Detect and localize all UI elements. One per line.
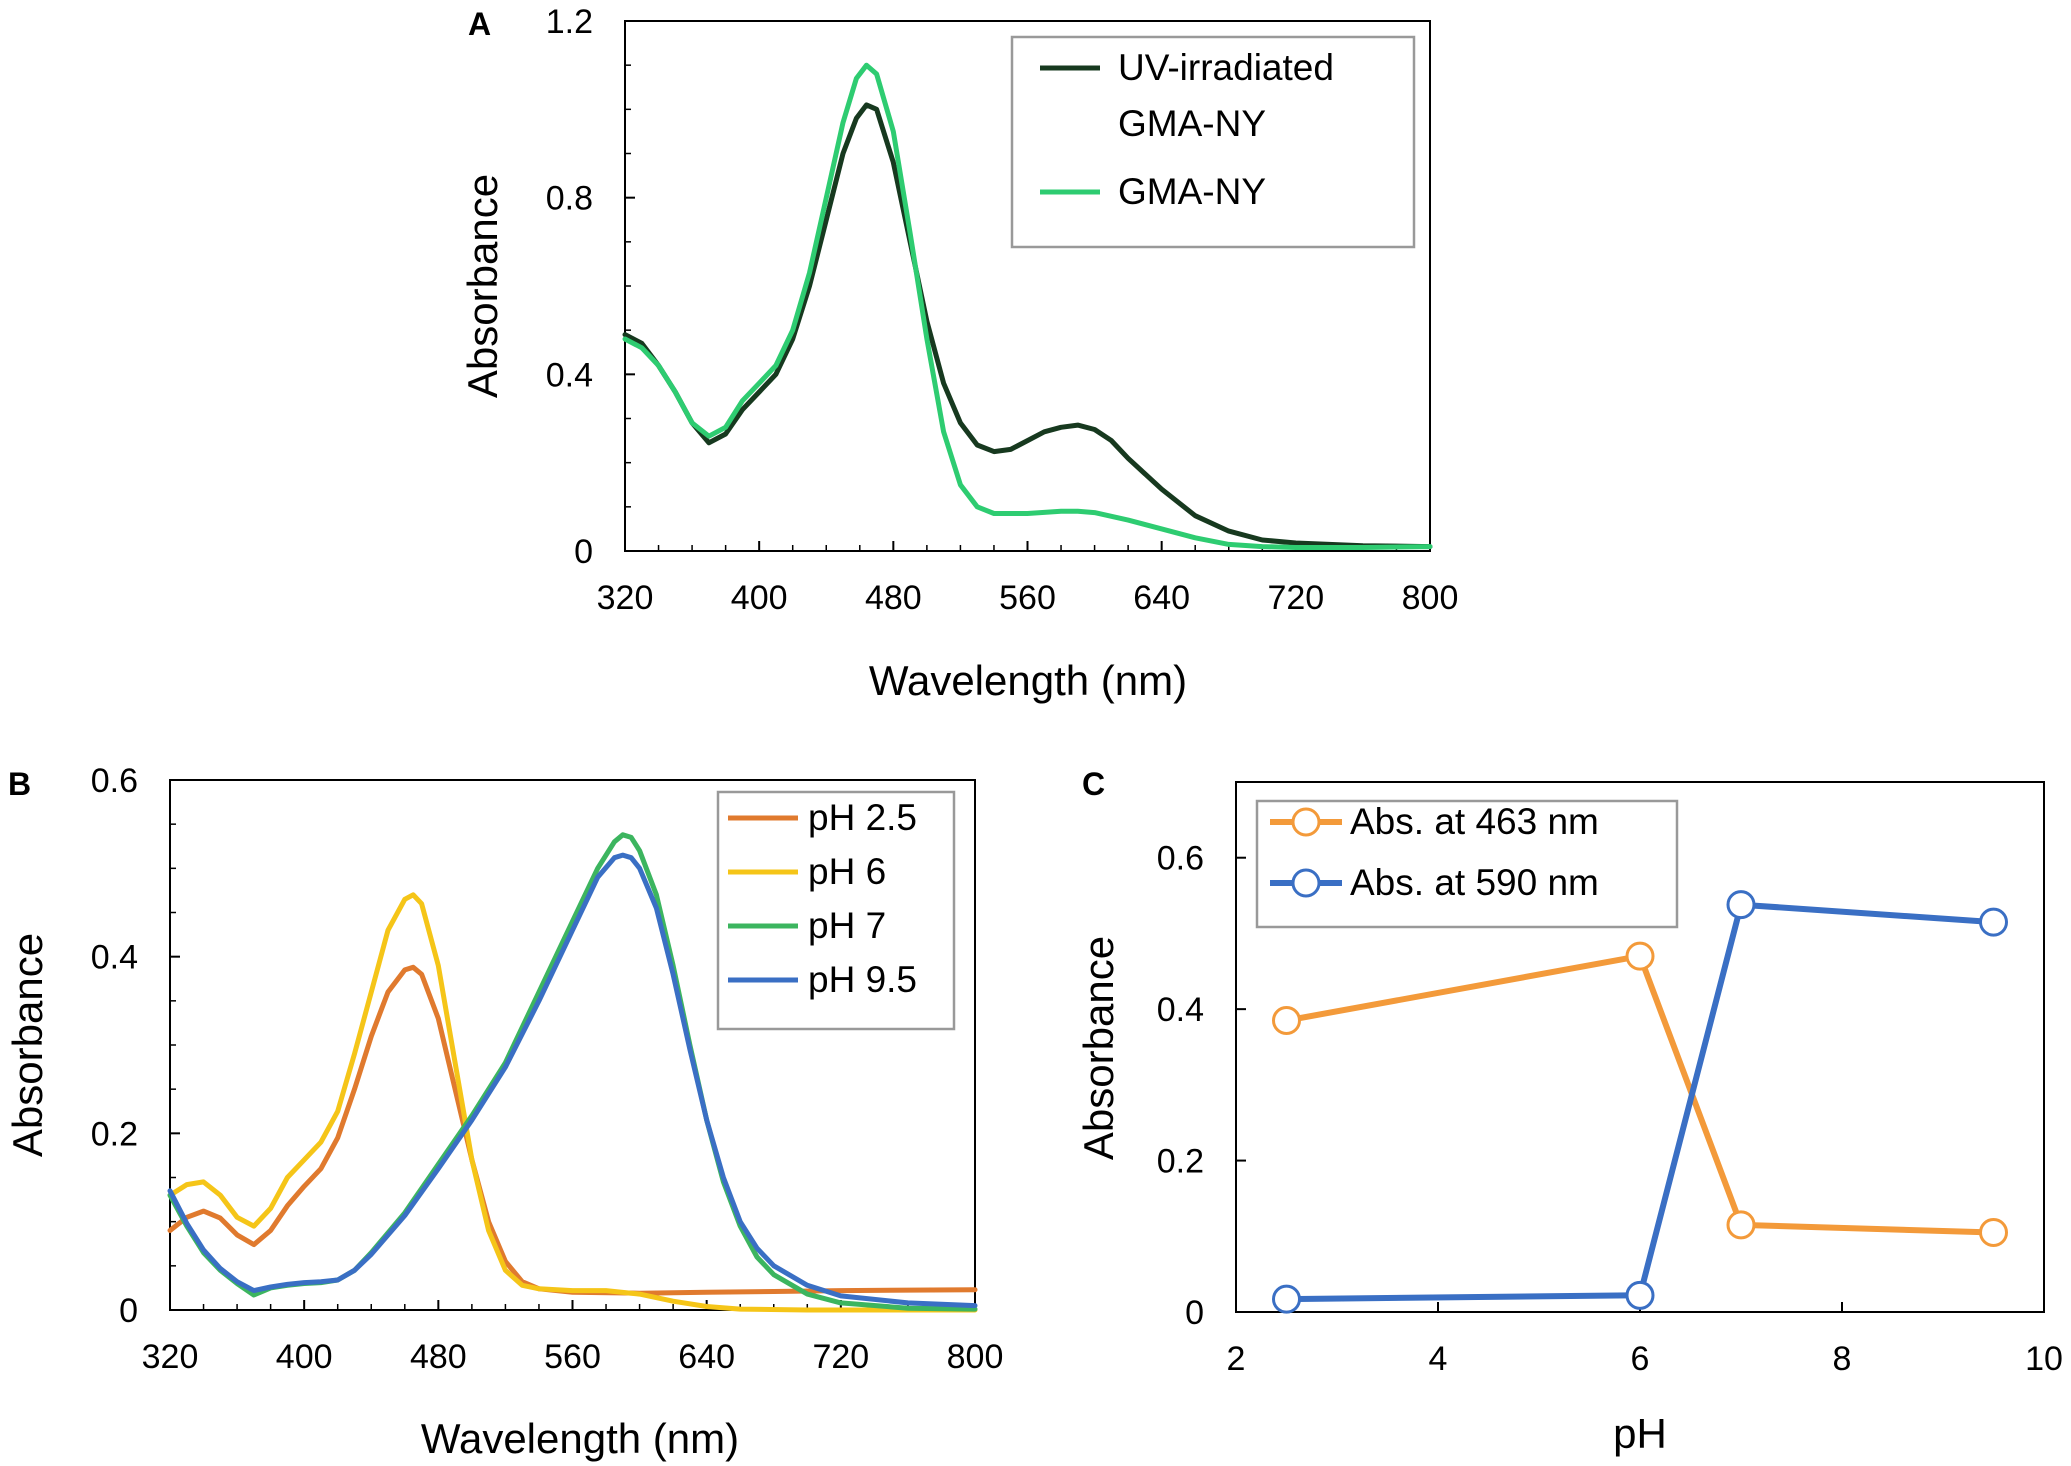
- x-tick-label: 8: [1833, 1340, 1852, 1378]
- y-tick-label: 0.6: [1157, 840, 1204, 878]
- data-point-marker: [1625, 941, 1655, 971]
- legend-marker: [1291, 868, 1321, 898]
- series-line-abs-at-463-nm: [1283, 953, 1997, 1236]
- x-tick-label: 560: [999, 579, 1056, 617]
- panel-a-letter: A: [468, 6, 491, 42]
- panel-a-y-axis-title: Absorbance: [459, 174, 506, 398]
- series-line-ph-6: [167, 892, 978, 1313]
- y-tick-label: 0.4: [91, 939, 138, 977]
- x-tick-label: 640: [678, 1338, 735, 1376]
- panel-b-y-axis-title: Absorbance: [4, 933, 51, 1157]
- x-tick-label: 10: [2025, 1340, 2063, 1378]
- panel-a-x-axis-title: Wavelength (nm): [869, 657, 1187, 704]
- panel-c-x-axis-title: pH: [1613, 1410, 1667, 1457]
- panel-b-legend-box: [716, 790, 956, 1031]
- series-line-abs-at-590-nm: [1283, 901, 1997, 1303]
- legend-label: Abs. at 463 nm: [1350, 801, 1599, 842]
- data-point-marker: [1726, 890, 1756, 920]
- data-point-marker: [1979, 907, 2008, 937]
- legend-label: GMA-NY: [1118, 171, 1266, 212]
- data-point-marker: [1625, 1280, 1655, 1310]
- x-tick-label: 480: [865, 579, 922, 617]
- legend-label: pH 6: [808, 851, 886, 892]
- data-point-marker: [1979, 1218, 2008, 1247]
- x-tick-label: 400: [731, 579, 788, 617]
- legend-label: GMA-NY: [1118, 103, 1266, 144]
- x-tick-label: 720: [812, 1338, 869, 1376]
- series-line-gma-ny: [622, 62, 1433, 550]
- panel-c-letter: C: [1082, 766, 1105, 802]
- x-tick-label: 800: [1402, 579, 1459, 617]
- y-tick-label: 0.6: [91, 762, 138, 800]
- series-line-ph-9-5: [167, 852, 978, 1309]
- data-point-marker: [1272, 1006, 1301, 1035]
- legend-label: pH 9.5: [808, 959, 917, 1000]
- y-tick-label: 0: [1185, 1294, 1204, 1332]
- panel-b-letter: B: [8, 766, 31, 802]
- panel-a-legend-box: [1010, 35, 1416, 249]
- legend-label: UV-irradiated: [1118, 47, 1334, 88]
- y-tick-label: 0.2: [1157, 1143, 1204, 1181]
- legend-label: Abs. at 590 nm: [1350, 862, 1599, 903]
- x-tick-label: 640: [1133, 579, 1190, 617]
- x-tick-label: 2: [1227, 1340, 1246, 1378]
- x-tick-label: 800: [947, 1338, 1004, 1376]
- y-tick-label: 0.4: [546, 356, 593, 394]
- y-tick-label: 0.8: [546, 180, 593, 218]
- y-tick-label: 0.2: [91, 1115, 138, 1153]
- x-tick-label: 480: [410, 1338, 467, 1376]
- legend-label: pH 7: [808, 905, 886, 946]
- panel-b: B 320 400 480 560 640 720 800 0 0.2 0.4 0.6 pH 2.5…: [4, 762, 1003, 1462]
- panel-c: C 2 4 6 8 10 0 0.2 0.4 0.6 Abs. at 463 nm Abs. at…: [1075, 766, 2063, 1457]
- legend-marker: [1291, 807, 1321, 837]
- x-tick-label: 4: [1429, 1340, 1448, 1378]
- y-tick-label: 0.4: [1157, 991, 1204, 1029]
- x-tick-label: 720: [1267, 579, 1324, 617]
- x-tick-label: 320: [142, 1338, 199, 1376]
- legend-label: pH 2.5: [808, 797, 917, 838]
- y-tick-label: 0: [574, 533, 593, 571]
- panel-b-x-axis-title: Wavelength (nm): [421, 1415, 739, 1462]
- x-tick-label: 400: [276, 1338, 333, 1376]
- panel-a: A 320 400 480 560 640 720 800 0 0.4 0.8 1.2 UV-irr…: [459, 3, 1458, 704]
- x-tick-label: 320: [597, 579, 654, 617]
- x-tick-label: 6: [1631, 1340, 1650, 1378]
- x-tick-label: 560: [544, 1338, 601, 1376]
- y-tick-label: 1.2: [546, 3, 593, 41]
- y-tick-label: 0: [119, 1292, 138, 1330]
- data-point-marker: [1726, 1210, 1756, 1240]
- panel-c-y-axis-title: Absorbance: [1075, 936, 1122, 1160]
- series-line-uv-irradiated-gma-ny: [622, 102, 1433, 550]
- data-point-marker: [1272, 1284, 1301, 1314]
